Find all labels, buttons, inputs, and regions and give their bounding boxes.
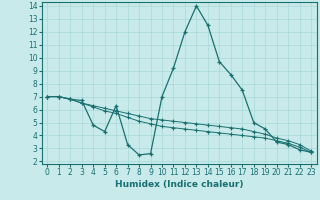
X-axis label: Humidex (Indice chaleur): Humidex (Indice chaleur) [115,180,244,189]
